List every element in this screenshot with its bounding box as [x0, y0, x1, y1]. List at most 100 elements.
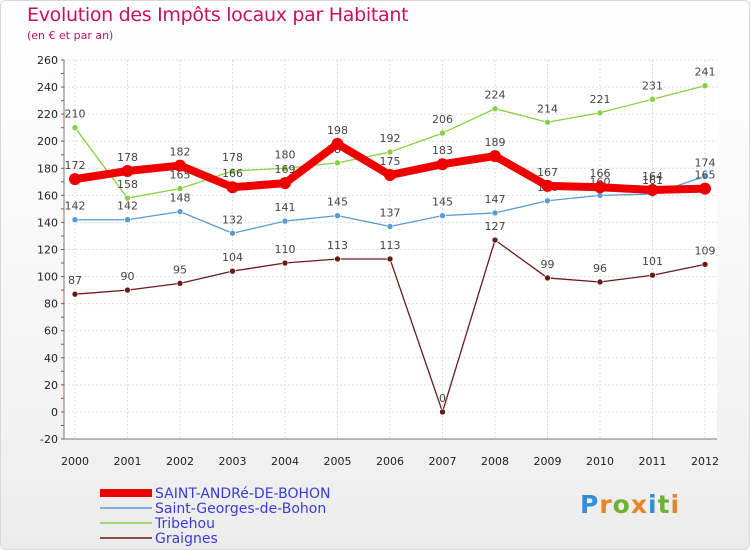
y-tick-label: 160 — [37, 189, 58, 202]
data-point — [71, 216, 79, 224]
data-label: 90 — [121, 270, 135, 283]
data-point — [226, 181, 239, 194]
data-point — [646, 183, 659, 196]
legend-label: Saint-Georges-de-Bohon — [155, 501, 326, 517]
x-tick-label: 2006 — [376, 455, 404, 468]
data-point — [491, 105, 499, 113]
data-point — [124, 216, 131, 224]
data-label: 142 — [65, 200, 86, 213]
legend-label: Graignes — [155, 531, 218, 547]
y-tick-label: -20 — [40, 433, 58, 446]
data-label: 172 — [65, 159, 86, 172]
logo-letter: P — [580, 490, 600, 519]
y-tick-label: 220 — [37, 108, 58, 121]
data-label: 158 — [117, 178, 138, 191]
data-label: 145 — [432, 196, 453, 209]
x-tick-label: 2011 — [639, 455, 667, 468]
data-label: 183 — [432, 144, 453, 157]
logo-letter: x — [630, 490, 648, 519]
data-point — [176, 280, 184, 287]
y-tick-label: 260 — [37, 54, 58, 67]
logo-letter: i — [670, 490, 681, 519]
data-point — [121, 164, 134, 177]
data-label: 175 — [380, 155, 401, 168]
y-tick-label: 100 — [37, 271, 58, 284]
data-label: 224 — [485, 89, 506, 102]
data-label: 166 — [222, 167, 243, 180]
data-point — [596, 109, 604, 117]
data-label: 127 — [485, 220, 506, 233]
data-point — [229, 167, 236, 175]
data-label: 87 — [68, 274, 82, 287]
data-point — [279, 177, 291, 190]
data-point — [229, 229, 236, 237]
chart-title: Evolution des Impôts locaux par Habitant — [27, 4, 409, 26]
data-label: 167 — [537, 166, 558, 179]
data-point — [436, 158, 449, 171]
data-label: 145 — [327, 196, 348, 209]
y-tick-label: 180 — [37, 162, 58, 175]
data-point — [281, 217, 289, 225]
data-label: 166 — [590, 167, 611, 180]
x-tick-label: 2010 — [586, 455, 614, 468]
data-label: 113 — [327, 239, 348, 252]
data-label: 99 — [541, 258, 555, 271]
proxiti-logo: Proxiti — [580, 490, 680, 519]
data-point — [699, 182, 711, 195]
data-label: 192 — [380, 132, 401, 145]
data-point — [386, 223, 394, 230]
data-label: 178 — [117, 151, 138, 164]
data-label: 165 — [695, 169, 716, 182]
logo-letter: o — [612, 490, 631, 519]
data-label: 189 — [485, 136, 506, 149]
x-tick-label: 2003 — [219, 455, 247, 468]
data-label: 164 — [642, 170, 663, 183]
data-label: 180 — [275, 148, 296, 161]
data-label: 110 — [275, 243, 296, 256]
logo-letter: r — [599, 490, 613, 519]
data-label: 104 — [222, 251, 243, 264]
data-label: 137 — [380, 206, 401, 219]
data-point — [384, 169, 396, 182]
data-point — [386, 255, 394, 263]
y-tick-label: 80 — [44, 298, 58, 311]
data-label: 198 — [327, 124, 348, 137]
chart-subtitle: (en € et par an) — [27, 29, 114, 42]
data-point — [281, 259, 289, 267]
y-tick-label: 0 — [51, 406, 58, 419]
data-point — [491, 209, 499, 217]
data-point — [281, 164, 289, 172]
data-label: 214 — [537, 102, 558, 115]
data-label: 0 — [439, 392, 446, 405]
data-point — [71, 290, 79, 298]
data-point — [594, 181, 606, 194]
legend-label: SAINT-ANDRé-DE-BOHON — [155, 486, 331, 502]
data-point — [229, 267, 236, 275]
data-label: 101 — [642, 255, 663, 268]
data-label: 241 — [695, 66, 716, 79]
y-tick-label: 20 — [44, 379, 58, 392]
data-point — [124, 286, 131, 294]
data-label: 210 — [65, 108, 86, 121]
data-point — [176, 185, 184, 192]
data-point — [439, 129, 446, 137]
data-label: 96 — [593, 262, 607, 275]
logo-letter: t — [657, 490, 671, 519]
data-point — [491, 236, 499, 244]
data-label: 221 — [590, 93, 611, 106]
y-tick-label: 120 — [37, 244, 58, 257]
data-label: 206 — [432, 113, 453, 126]
data-label: 169 — [275, 163, 296, 176]
data-label: 174 — [695, 156, 716, 169]
data-label: 182 — [170, 146, 191, 159]
data-point — [544, 274, 551, 282]
y-tick-label: 200 — [37, 135, 58, 148]
data-point — [701, 82, 709, 90]
data-point — [596, 192, 604, 199]
y-tick-label: 40 — [44, 352, 58, 365]
x-tick-label: 2000 — [61, 455, 89, 468]
y-tick-label: 140 — [37, 216, 58, 229]
data-point — [334, 212, 341, 219]
data-point — [701, 173, 709, 180]
data-point — [439, 212, 446, 219]
